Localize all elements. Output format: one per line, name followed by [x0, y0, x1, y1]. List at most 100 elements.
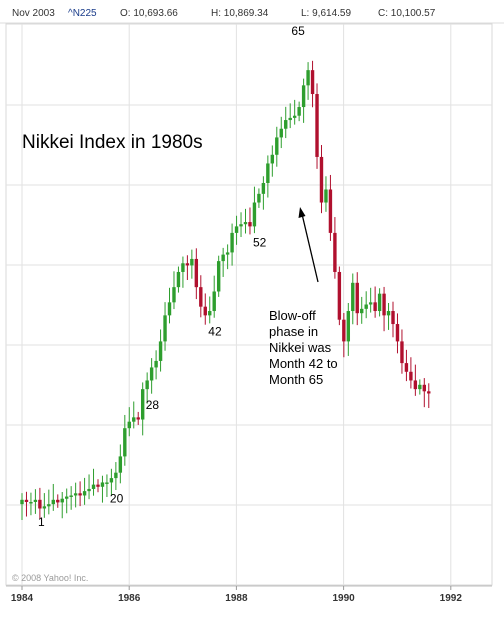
candle-body [33, 499, 38, 502]
candle-body [167, 302, 172, 316]
candle-month-56 [266, 155, 270, 198]
candle-body [284, 120, 288, 129]
candle-month-14 [78, 481, 82, 507]
annotation-month-65: 65 [291, 24, 305, 38]
candle-month-50 [239, 212, 243, 238]
candle-month-39 [190, 249, 194, 279]
candle-month-55 [261, 176, 266, 210]
candle-body [29, 501, 33, 504]
candle-month-64 [301, 78, 306, 123]
note-line-2: phase in [269, 324, 318, 339]
candle-body [73, 493, 78, 496]
candle-month-73 [342, 312, 346, 358]
candle-body [176, 271, 181, 288]
candle-body [422, 384, 426, 392]
candle-month-85 [395, 313, 400, 354]
candle-body [24, 499, 29, 502]
candle-month-92 [427, 383, 431, 409]
candle-month-17 [91, 468, 96, 496]
annotation-arrow-head [298, 207, 306, 218]
x-tick-label-1988: 1988 [225, 593, 248, 604]
x-tick-label-1984: 1984 [11, 593, 34, 604]
note-line-3: Nikkei was [269, 340, 332, 355]
annotation-arrow-line [301, 213, 319, 283]
candle-body [427, 391, 431, 394]
candle-month-57 [270, 145, 275, 177]
candle-body [230, 232, 234, 253]
candle-body [78, 493, 82, 496]
candle-month-1 [20, 493, 24, 520]
candle-body [123, 428, 127, 457]
candle-body [386, 311, 391, 316]
candle-month-81 [377, 288, 382, 317]
candle-month-68 [319, 145, 324, 214]
candle-body [248, 222, 252, 227]
candle-month-72 [337, 266, 342, 326]
candle-month-19 [100, 475, 105, 503]
candle-body [337, 271, 342, 320]
candle-month-71 [333, 217, 337, 279]
candle-month-62 [292, 99, 297, 125]
candle-month-24 [123, 414, 127, 466]
candle-month-76 [355, 272, 359, 326]
candle-body [243, 222, 248, 225]
candle-body [96, 484, 100, 487]
candle-body [252, 202, 257, 227]
candle-month-30 [149, 358, 154, 394]
candle-body [346, 311, 351, 342]
candle-body [87, 488, 91, 492]
note-line-4: Month 42 to [269, 356, 338, 371]
candle-month-15 [82, 477, 87, 505]
candle-month-82 [382, 286, 386, 332]
candle-body [127, 421, 131, 429]
candle-body [47, 504, 51, 507]
candle-month-34 [167, 287, 172, 324]
candle-body [109, 478, 114, 483]
chart-title: Nikkei Index in 1980s [22, 132, 203, 153]
candle-body [105, 482, 109, 484]
candle-body [194, 258, 199, 288]
candle-body [306, 70, 310, 86]
candle-month-8 [51, 483, 55, 511]
candle-month-79 [368, 287, 373, 313]
plot-area [5, 23, 493, 586]
header-close: C: 10,100.57 [378, 8, 436, 19]
candle-body [199, 287, 203, 307]
header-open: O: 10,693.66 [120, 8, 178, 19]
candle-month-26 [132, 401, 136, 429]
candle-month-33 [163, 302, 167, 351]
candle-body [140, 389, 145, 420]
note-line-5: Month 65 [269, 372, 323, 387]
month-annotations: 1 20 28 42 52 65 [38, 24, 305, 529]
candle-month-53 [252, 186, 257, 234]
candle-month-89 [413, 364, 418, 396]
candle-body [154, 360, 158, 368]
candle-month-28 [140, 382, 145, 436]
candle-month-63 [297, 101, 301, 122]
candle-body [301, 85, 306, 108]
header-high: H: 10,869.34 [211, 8, 269, 19]
annotation-month-20: 20 [110, 491, 124, 505]
candle-body [377, 293, 382, 312]
x-tick-label-1990: 1990 [332, 593, 355, 604]
candle-month-20 [105, 474, 109, 497]
candle-body [172, 287, 176, 303]
candle-month-2 [24, 491, 29, 517]
candle-body [190, 258, 194, 266]
x-axis-ticks: 1984 1986 1988 1990 1992 [11, 586, 462, 604]
candle-body [400, 341, 404, 364]
candle-body [418, 384, 422, 390]
candle-body [56, 499, 60, 503]
candle-body [158, 341, 163, 361]
candle-month-6 [42, 493, 47, 518]
candle-month-67 [315, 83, 319, 169]
candle-month-90 [418, 379, 422, 395]
header-low: L: 9,614.59 [301, 8, 351, 19]
candle-body [279, 128, 283, 138]
candle-month-29 [145, 372, 149, 404]
candle-month-58 [275, 126, 279, 167]
header-symbol[interactable]: ^N225 [68, 8, 97, 19]
candle-month-10 [60, 491, 64, 519]
candle-body [355, 282, 359, 314]
candle-month-5 [38, 487, 42, 520]
